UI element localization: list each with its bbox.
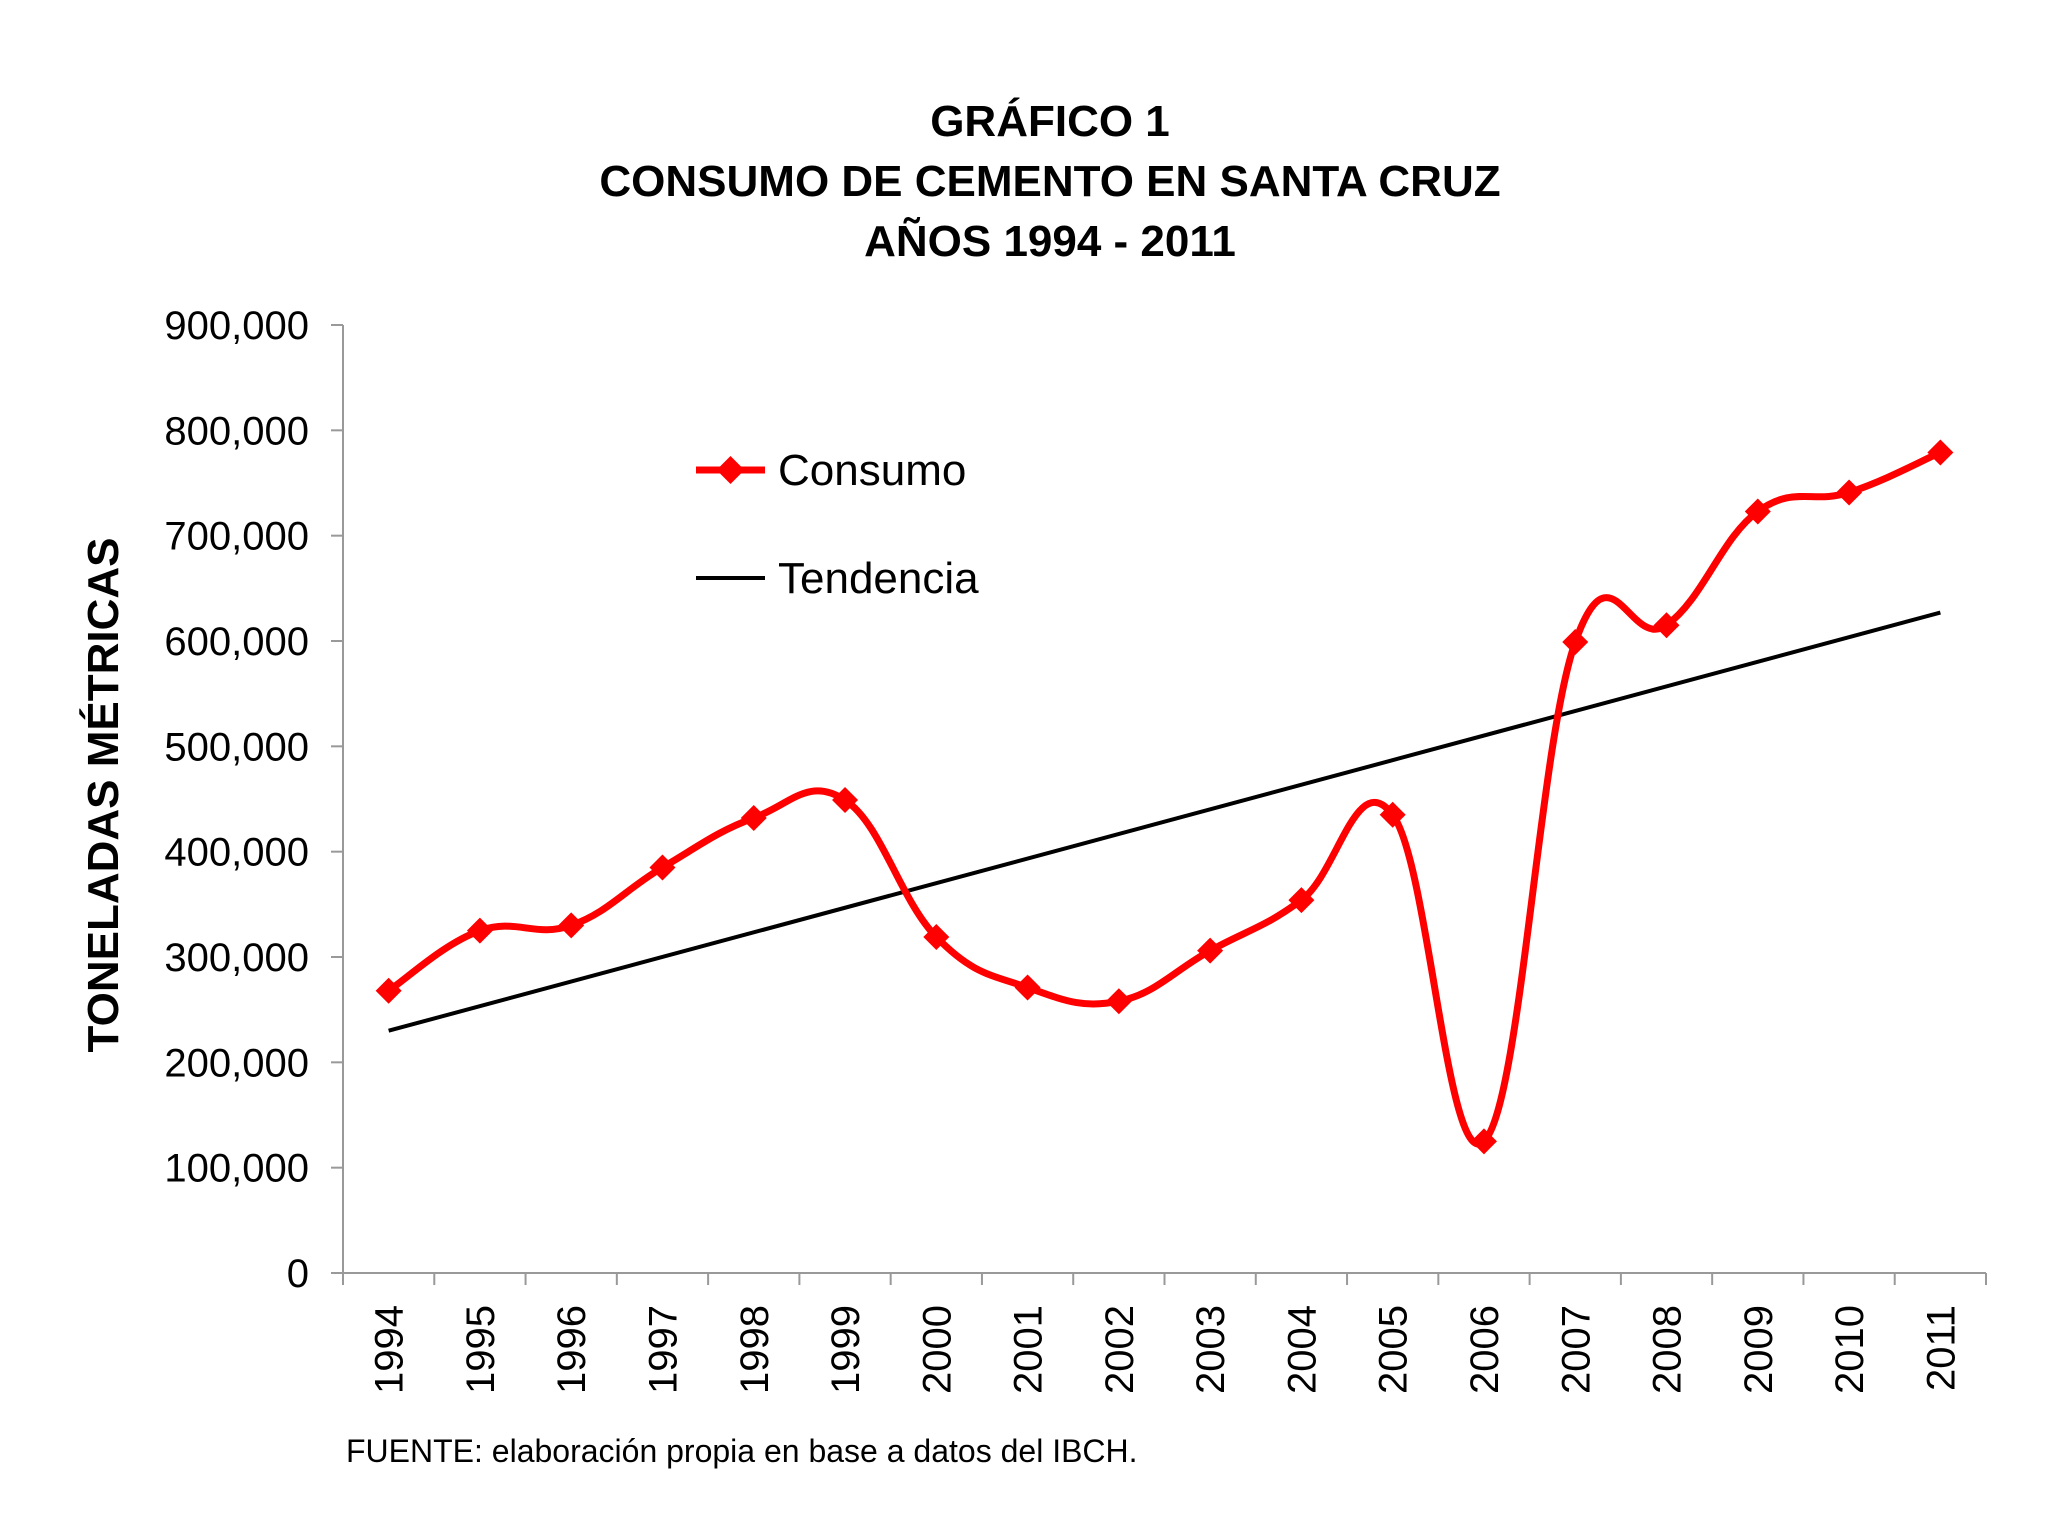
data-point-consumo [466, 917, 493, 944]
series-line-tendencia [388, 610, 1941, 1033]
data-point-consumo [649, 854, 676, 881]
y-tick-label: 900,000 [164, 304, 309, 348]
data-point-consumo [740, 804, 767, 831]
legend-marker-consumo [716, 456, 745, 484]
y-tick-label: 300,000 [164, 936, 309, 980]
data-point-consumo [832, 787, 859, 814]
data-point-consumo [1927, 439, 1954, 466]
x-tick-label: 2006 [1463, 1305, 1507, 1394]
data-point-consumo [1197, 937, 1224, 964]
data-point-consumo [1014, 974, 1041, 1001]
y-tick-label: 800,000 [164, 409, 309, 453]
data-point-consumo [1105, 988, 1132, 1015]
x-tick-label: 2009 [1737, 1305, 1781, 1394]
x-tick-label: 2002 [1098, 1305, 1142, 1394]
x-tick-label: 1999 [824, 1305, 868, 1394]
y-tick-label: 200,000 [164, 1041, 309, 1085]
data-point-consumo [1470, 1128, 1497, 1155]
y-axis-label: TONELADAS MÉTRICAS [78, 538, 128, 1053]
data-point-consumo [1653, 612, 1680, 639]
y-axis: 0 100,000 200,000 300,000 400,000 500,000 600,… [164, 304, 344, 1296]
chart-title-line-2: CONSUMO DE CEMENTO EN SANTA CRUZ [599, 157, 1501, 206]
y-tick-label: 700,000 [164, 515, 309, 559]
x-tick-label: 2010 [1828, 1305, 1872, 1394]
data-point-consumo [923, 923, 950, 950]
x-tick-label: 2004 [1280, 1305, 1324, 1394]
chart-title: GRÁFICO 1 CONSUMO DE CEMENTO EN SANTA CR… [0, 92, 2048, 272]
y-tick-label: 100,000 [164, 1147, 309, 1191]
x-tick-label: 1994 [368, 1305, 412, 1394]
x-tick-label: 2003 [1189, 1305, 1233, 1394]
x-tick-label: 1998 [733, 1305, 777, 1394]
x-tick-label: 1997 [641, 1305, 685, 1394]
data-point-consumo [1836, 479, 1863, 506]
source-note: FUENTE: elaboración propia en base a dat… [346, 1433, 1138, 1469]
x-tick-label: 2005 [1372, 1305, 1416, 1394]
x-tick-label: 2011 [1919, 1305, 1963, 1391]
y-tick-label: 400,000 [164, 831, 309, 875]
legend-label-tendencia: Tendencia [778, 554, 979, 603]
data-point-consumo [1744, 498, 1771, 525]
data-point-consumo [1288, 887, 1315, 914]
data-point-consumo [1379, 801, 1406, 828]
x-tick-label: 2008 [1646, 1305, 1690, 1394]
legend-label-consumo: Consumo [778, 446, 966, 495]
data-point-consumo [1562, 629, 1589, 656]
chart-title-line-3: AÑOS 1994 - 2011 [864, 217, 1236, 266]
y-tick-label: 0 [287, 1252, 309, 1296]
chart-title-line-1: GRÁFICO 1 [930, 97, 1170, 146]
x-tick-label: 1995 [459, 1305, 503, 1394]
series-line-consumo [385, 448, 1944, 1148]
x-tick-label: 2000 [915, 1305, 959, 1394]
y-tick-label: 500,000 [164, 725, 309, 769]
plot-area [375, 439, 1954, 1155]
y-tick-label: 600,000 [164, 620, 309, 664]
data-point-consumo [558, 912, 585, 939]
x-axis: 1994 1995 1996 1997 1998 1999 2000 2001 2002 2003… [342, 1272, 1987, 1394]
data-point-consumo [375, 977, 402, 1004]
x-tick-label: 2007 [1554, 1305, 1598, 1394]
x-tick-label: 2001 [1007, 1305, 1051, 1394]
legend: Consumo Tendencia [696, 446, 979, 603]
x-tick-label: 1996 [550, 1305, 594, 1394]
